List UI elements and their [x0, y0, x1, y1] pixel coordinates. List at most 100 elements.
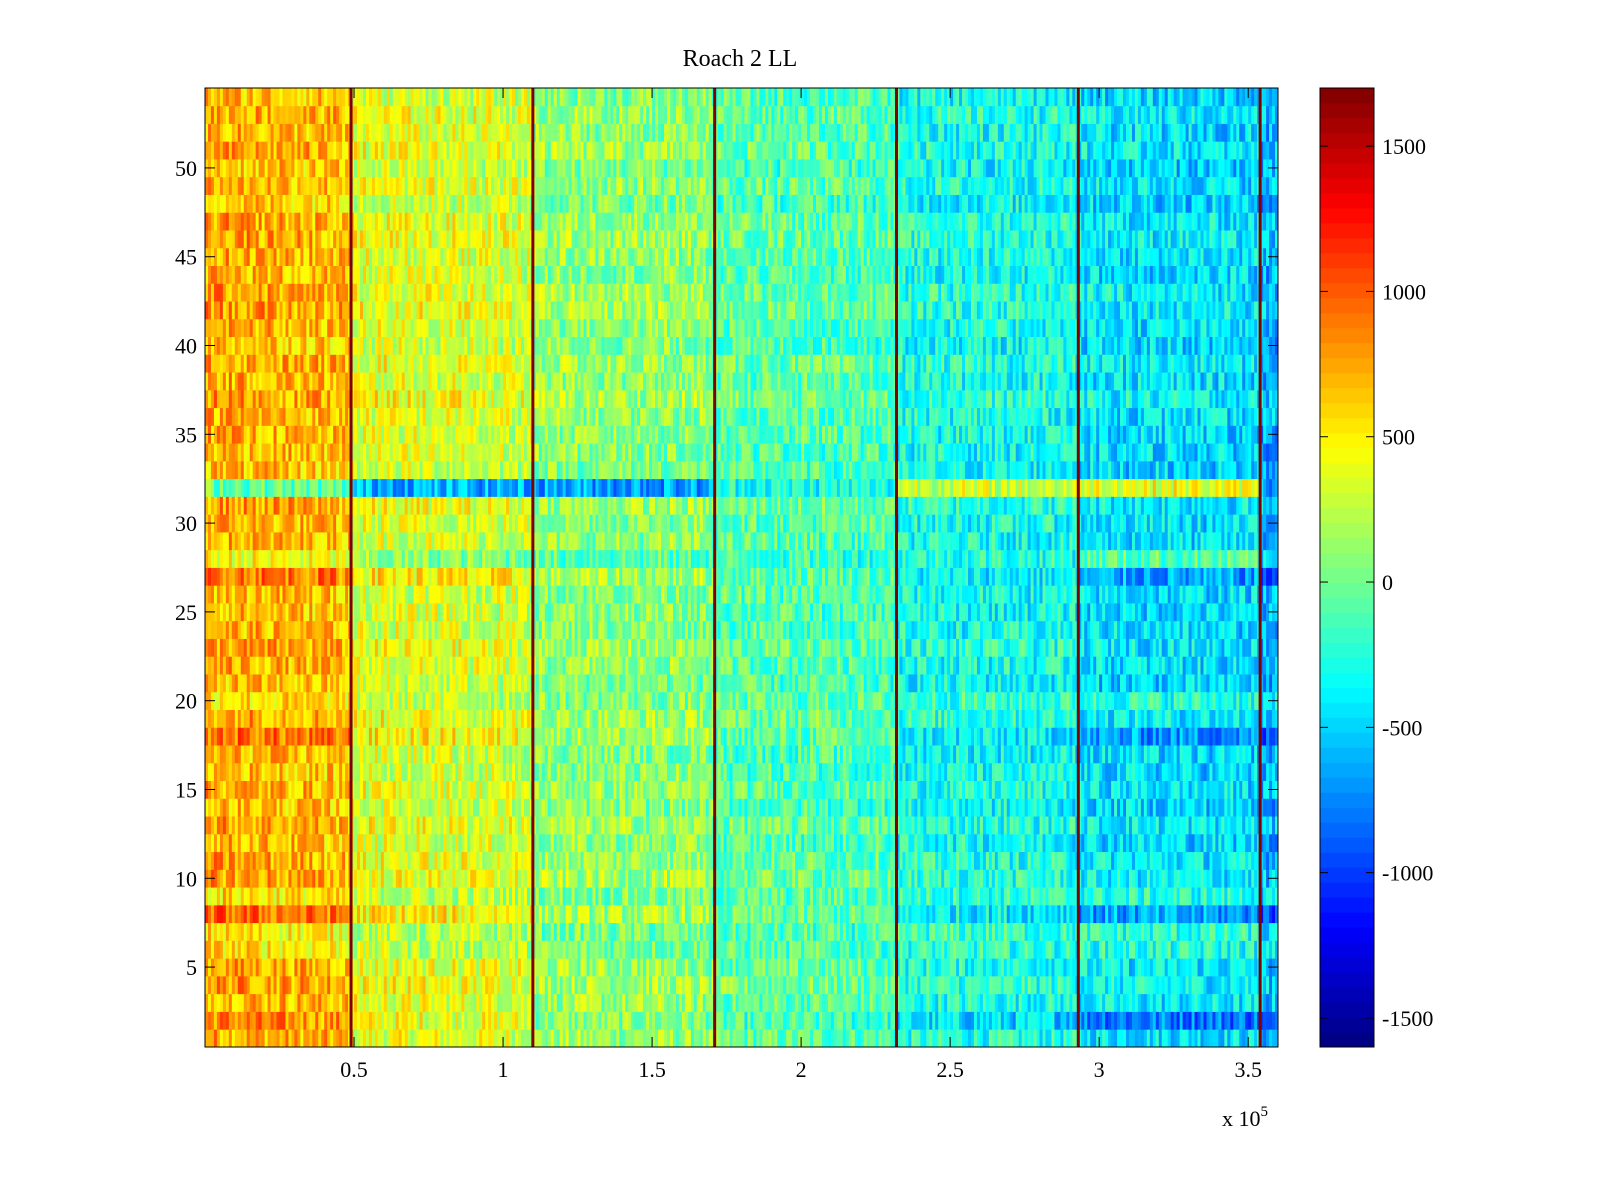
heatmap-cell	[1042, 1011, 1046, 1030]
heatmap-cell	[392, 940, 397, 959]
heatmap-cell	[365, 887, 370, 906]
heatmap-cell	[231, 1011, 236, 1030]
heatmap-cell	[959, 887, 963, 906]
heatmap-cell	[234, 851, 239, 870]
heatmap-cell	[362, 833, 367, 853]
heatmap-cell	[857, 922, 862, 941]
heatmap-cell	[410, 993, 415, 1012]
heatmap-cell	[455, 1011, 459, 1030]
heatmap-cell	[1102, 833, 1106, 853]
heatmap-cell	[926, 922, 930, 941]
heatmap-cell	[419, 887, 423, 906]
heatmap-cell	[854, 798, 859, 817]
heatmap-cell	[351, 833, 355, 853]
heatmap-cell	[723, 975, 727, 995]
heatmap-cell	[881, 922, 885, 941]
heatmap-cell	[804, 993, 808, 1012]
heatmap-cell	[574, 993, 578, 1012]
heatmap-cell	[431, 833, 435, 853]
heatmap-cell	[1033, 798, 1037, 817]
heatmap-cell	[345, 1011, 349, 1030]
heatmap-cell	[1182, 922, 1186, 941]
heatmap-cell	[312, 975, 316, 995]
heatmap-cell	[485, 869, 489, 888]
heatmap-cell	[678, 904, 683, 924]
heatmap-cell	[249, 887, 254, 906]
heatmap-cell	[1152, 904, 1157, 924]
heatmap-cell	[464, 887, 468, 906]
heatmap-cell	[1191, 1029, 1195, 1048]
heatmap-cell	[1114, 940, 1118, 959]
heatmap-cell	[991, 1029, 996, 1048]
heatmap-cell	[1188, 1011, 1192, 1030]
heatmap-cell	[535, 816, 540, 835]
heatmap-cell	[640, 958, 644, 977]
heatmap-cell	[282, 798, 286, 817]
heatmap-cell	[1269, 993, 1273, 1012]
heatmap-cell	[813, 904, 817, 924]
heatmap-cell	[428, 798, 432, 817]
heatmap-cell	[276, 869, 280, 888]
heatmap-cell	[953, 798, 957, 817]
heatmap-cell	[437, 833, 441, 853]
heatmap-cell	[243, 922, 248, 941]
heatmap-cell	[860, 851, 865, 870]
heatmap-cell	[1003, 904, 1008, 924]
heatmap-cell	[1084, 816, 1088, 835]
heatmap-cell	[908, 816, 912, 835]
heatmap-cell	[628, 869, 632, 888]
heatmap-cell	[1078, 958, 1082, 977]
heatmap-cell	[929, 833, 933, 853]
heatmap-cell	[312, 816, 316, 835]
heatmap-cell	[795, 922, 799, 941]
heatmap-cell	[705, 940, 710, 959]
heatmap-cell	[517, 922, 522, 941]
heatmap-cell	[485, 940, 489, 959]
heatmap-cell	[1093, 1011, 1097, 1030]
heatmap-cell	[625, 798, 629, 817]
heatmap-cell	[664, 816, 668, 835]
heatmap-cell	[1176, 922, 1181, 941]
heatmap-cell	[625, 887, 629, 906]
heatmap-cell	[488, 922, 492, 941]
heatmap-cell	[848, 958, 853, 977]
heatmap-cell	[345, 851, 349, 870]
heatmap-cell	[526, 869, 531, 888]
heatmap-cell	[795, 958, 799, 977]
heatmap-cell	[875, 869, 880, 888]
heatmap-cell	[324, 940, 328, 959]
heatmap-cell	[1036, 798, 1040, 817]
heatmap-cell	[538, 887, 543, 906]
heatmap-cell	[1102, 798, 1106, 817]
heatmap-cell	[1263, 940, 1267, 959]
heatmap-cell	[1084, 887, 1088, 906]
heatmap-cell	[762, 1029, 766, 1048]
heatmap-cell	[1087, 993, 1091, 1012]
heatmap-cell	[604, 816, 608, 835]
heatmap-cell	[950, 1011, 954, 1030]
heatmap-cell	[523, 1011, 528, 1030]
heatmap-cell	[634, 816, 638, 835]
heatmap-cell	[565, 904, 570, 924]
heatmap-cell	[985, 958, 990, 977]
heatmap-cell	[482, 1011, 486, 1030]
heatmap-cell	[282, 869, 286, 888]
heatmap-cell	[339, 798, 343, 817]
heatmap-cell	[675, 922, 680, 941]
heatmap-cell	[875, 816, 880, 835]
heatmap-cell	[464, 975, 468, 995]
heatmap-cell	[941, 940, 945, 959]
heatmap-cell	[333, 869, 337, 888]
heatmap-cell	[658, 1029, 662, 1048]
heatmap-cell	[580, 975, 584, 995]
heatmap-cell	[243, 975, 248, 995]
heatmap-cell	[932, 1011, 936, 1030]
heatmap-cell	[842, 833, 847, 853]
heatmap-cell	[1081, 922, 1085, 941]
heatmap-cell	[300, 1011, 304, 1030]
heatmap-cell	[795, 1029, 799, 1048]
heatmap-row	[205, 958, 1279, 977]
heatmap-cell	[607, 816, 611, 835]
heatmap-cell	[1260, 958, 1264, 977]
heatmap-cell	[416, 993, 420, 1012]
